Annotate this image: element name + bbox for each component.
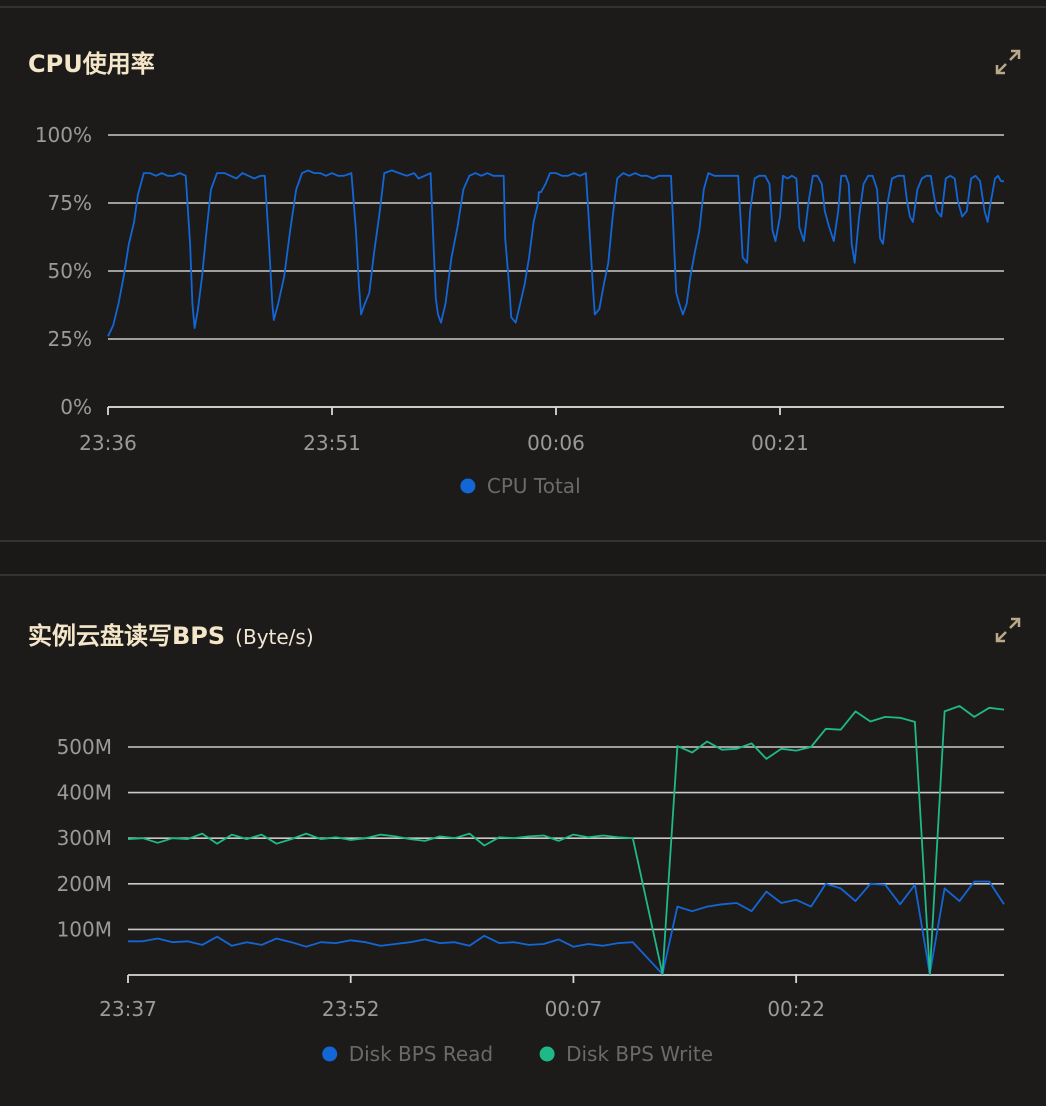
- legend-label: CPU Total: [487, 474, 581, 498]
- x-tick-label: 23:52: [322, 997, 380, 1021]
- expand-icon[interactable]: [994, 616, 1022, 644]
- disk-bps-panel: 实例云盘读写BPS (Byte/s) 100M 200M 300M 400M 500M 23…: [0, 576, 1046, 1106]
- top-divider: [0, 6, 1046, 8]
- legend-item[interactable]: Disk BPS Write: [539, 1042, 713, 1066]
- cpu-usage-panel: CPU使用率 0% 25% 50% 75% 100% 23:36 23:51 00:06 00:…: [0, 8, 1046, 540]
- cpu-usage-chart: 0% 25% 50% 75% 100% 23:36 23:51 00:06 00:21 CPU T…: [35, 123, 1004, 498]
- legend-marker-icon: [539, 1046, 555, 1062]
- x-tick-label: 23:51: [303, 431, 361, 455]
- y-tick-label: 75%: [48, 191, 92, 215]
- y-tick-label: 100M: [57, 917, 112, 941]
- y-tick-label: 200M: [57, 872, 112, 896]
- x-tick-label: 00:07: [545, 997, 603, 1021]
- y-tick-label: 400M: [57, 781, 112, 805]
- series-line: [127, 705, 1005, 975]
- y-tick-label: 0%: [60, 395, 92, 419]
- disk-unit-text: (Byte/s): [235, 625, 314, 649]
- disk-title-text: 实例云盘读写BPS: [28, 622, 226, 650]
- panel-title: CPU使用率: [28, 44, 155, 79]
- expand-icon[interactable]: [994, 48, 1022, 76]
- series-line: [128, 880, 1005, 975]
- y-tick-label: 300M: [57, 826, 112, 850]
- x-tick-label: 23:36: [79, 431, 137, 455]
- legend-label: Disk BPS Write: [566, 1042, 713, 1066]
- separator-line: [0, 574, 1046, 576]
- x-tick-label: 00:22: [767, 997, 825, 1021]
- y-tick-label: 100%: [35, 123, 92, 147]
- disk-bps-chart: 100M 200M 300M 400M 500M 23:37 23:52 00:07 00:22…: [57, 705, 1005, 1066]
- y-tick-label: 25%: [48, 327, 92, 351]
- legend-marker-icon: [460, 478, 476, 494]
- series-line: [107, 169, 1004, 337]
- x-tick-label: 00:21: [751, 431, 809, 455]
- x-tick-label: 00:06: [527, 431, 585, 455]
- panel-separator: [0, 540, 1046, 576]
- y-tick-label: 500M: [57, 735, 112, 759]
- legend-label: Disk BPS Read: [349, 1042, 493, 1066]
- cpu-title-text: CPU使用率: [28, 50, 155, 78]
- legend-item[interactable]: CPU Total: [460, 474, 581, 498]
- y-tick-label: 50%: [48, 259, 92, 283]
- legend-marker-icon: [322, 1046, 338, 1062]
- panel-title: 实例云盘读写BPS (Byte/s): [28, 616, 314, 651]
- legend-item[interactable]: Disk BPS Read: [322, 1042, 493, 1066]
- separator-line: [0, 540, 1046, 542]
- x-tick-label: 23:37: [99, 997, 157, 1021]
